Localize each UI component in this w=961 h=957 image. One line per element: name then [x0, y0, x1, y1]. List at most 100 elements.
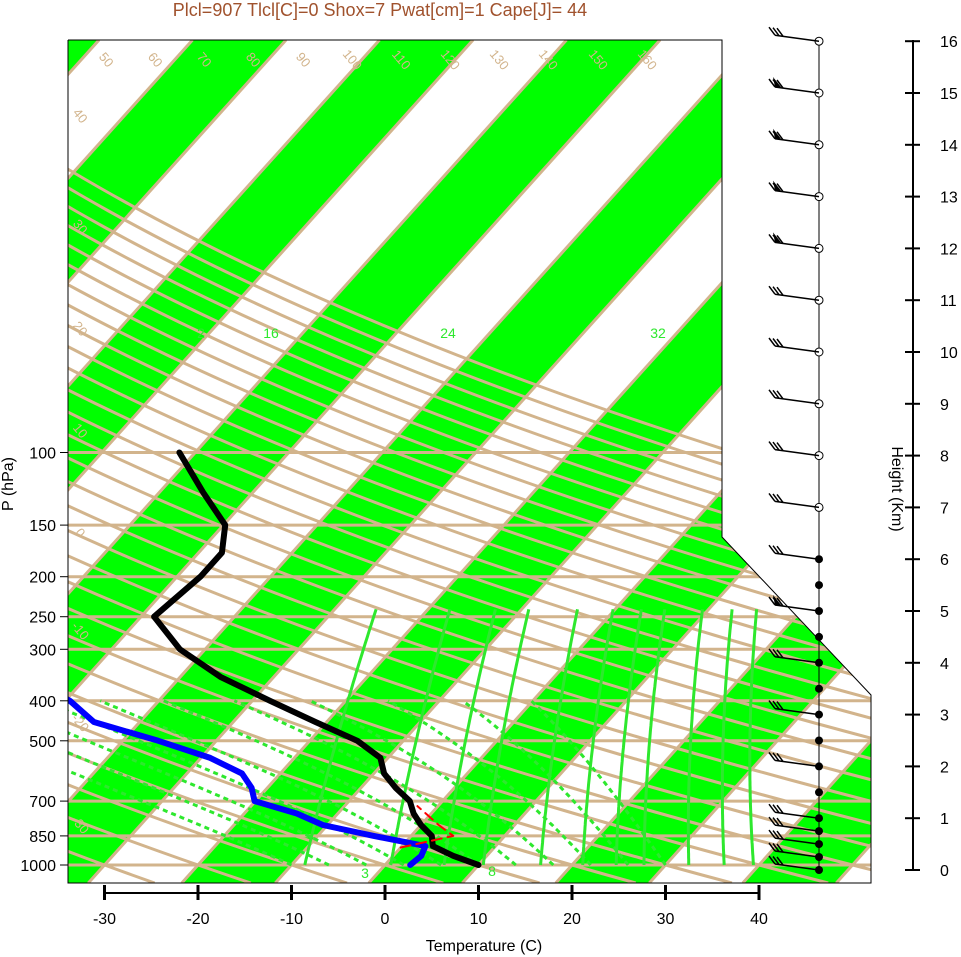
- wind-barb: [768, 803, 823, 823]
- moist-adiabat-label: 8: [488, 863, 496, 879]
- wind-barb-tick: [768, 816, 776, 826]
- height-tick-label: 0: [940, 863, 949, 880]
- x-tick-label: -20: [186, 911, 209, 928]
- wind-barb-dot: [815, 632, 823, 641]
- wind-barb-tick: [772, 752, 780, 762]
- mixing-ratio-line: [581, 609, 615, 866]
- wind-barb-tick: [772, 286, 780, 296]
- height-tick-label: 15: [940, 86, 958, 103]
- wind-barb-tick: [776, 338, 784, 348]
- height-tick-label: 7: [940, 500, 949, 517]
- height-tick-label: 4: [940, 656, 949, 673]
- wind-barb-tick: [776, 597, 784, 607]
- mixing-ratio-line: [539, 609, 579, 866]
- dewpoint-line: [68, 449, 429, 868]
- mixing-ratio-line: [720, 609, 734, 866]
- wind-barb-tick: [768, 751, 776, 761]
- isotherm-line: [274, 40, 871, 883]
- wind-barbs-column: [768, 26, 824, 874]
- wind-barb-flag: [773, 180, 781, 191]
- wind-barb-tick: [768, 337, 776, 347]
- wind-barb-tick: [776, 649, 784, 659]
- height-tick-label: 6: [940, 552, 949, 569]
- dry-adiabat-line: [68, 42, 540, 883]
- wind-barb-tick: [772, 234, 780, 244]
- height-tick-label: 9: [940, 397, 949, 414]
- moist-adiabat-line: [68, 699, 330, 867]
- mixing-ratio-label: 2: [197, 325, 205, 341]
- wind-barb-shaft: [774, 34, 820, 42]
- chart-title: Plcl=907 Tlcl[C]=0 Shox=7 Pwat[cm]=1 Cap…: [173, 0, 587, 20]
- wind-barb-tick: [776, 234, 784, 244]
- wind-barb-flag: [773, 128, 781, 139]
- wind-barb: [768, 128, 824, 150]
- dry-adiabat-line: [68, 42, 871, 883]
- x-tick-label: 30: [657, 911, 675, 928]
- wind-barb-tick: [772, 843, 780, 852]
- dry-adiabat-line: [68, 42, 871, 883]
- height-tick-label: 11: [940, 293, 957, 310]
- wind-barb-tick: [776, 843, 784, 853]
- y-tick-label: 500: [29, 734, 56, 751]
- wind-barb: [768, 595, 823, 615]
- wind-barb-tick: [776, 390, 784, 400]
- dry-adiabat-line: [68, 42, 871, 883]
- moist-adiabat-line: [233, 699, 517, 867]
- height-tick-label: 2: [940, 759, 949, 776]
- wind-barb-flag: [773, 77, 781, 87]
- wind-barb: [815, 736, 823, 745]
- wind-barb-tick: [776, 545, 784, 555]
- pressure-axis: 100 150 200 250 300 400 500 700 850 1000: [20, 446, 68, 875]
- isotherm-band: [68, 40, 473, 883]
- wind-barb-tick: [768, 803, 776, 813]
- dry-adiabat-line: [68, 42, 871, 883]
- wind-barb-tick: [776, 817, 784, 827]
- wind-barb-tick: [768, 130, 776, 140]
- moist-adiabat-label: 3: [361, 865, 369, 881]
- height-tick-label: 14: [940, 138, 958, 155]
- wind-barb-tick: [768, 700, 776, 710]
- plot-border: [67, 39, 872, 884]
- wind-barb-tick: [768, 855, 776, 865]
- y-tick-label: 250: [29, 610, 56, 627]
- wind-barb-tick: [768, 842, 776, 852]
- wind-barb-tick: [768, 544, 776, 554]
- parcel-path-line: [399, 805, 455, 849]
- y-tick-label: 400: [29, 694, 56, 711]
- wind-barb-flag: [773, 232, 781, 243]
- dry-adiabat-line: [68, 41, 871, 883]
- wind-barb-tick: [772, 700, 780, 710]
- wind-barb: [815, 684, 823, 693]
- y-tick-label: 1000: [20, 858, 56, 875]
- wind-barb-dot: [815, 581, 823, 590]
- wind-barb: [768, 492, 824, 512]
- wind-barb: [768, 544, 823, 564]
- x-tick-label: -10: [280, 911, 303, 928]
- dry-adiabat-line: [68, 41, 871, 883]
- wind-barb-dot: [815, 788, 823, 797]
- y-tick-label: 200: [29, 570, 56, 587]
- wind-barb: [768, 337, 824, 357]
- wind-barb: [768, 816, 823, 836]
- dry-adiabat-line: [68, 41, 871, 883]
- wind-barb-tick: [776, 183, 784, 193]
- wind-barb-tick: [768, 829, 776, 839]
- mixing-ratio-line: [481, 608, 531, 866]
- dry-adiabat-line: [68, 41, 871, 883]
- x-tick-label: 0: [381, 911, 390, 928]
- wind-barb-shaft: [774, 241, 820, 250]
- wind-barb-tick: [768, 648, 776, 658]
- wind-barb-shaft: [774, 552, 820, 560]
- mixing-ratio-label: 24: [440, 325, 456, 341]
- wind-barb-dot: [815, 684, 823, 693]
- moist-adiabat-line: [68, 699, 293, 867]
- wind-barb-tick: [776, 79, 784, 89]
- wind-barb-tick: [776, 804, 784, 814]
- wind-barb-tick: [772, 545, 780, 555]
- moist-adiabat-line: [461, 699, 630, 866]
- y-axis-label: P (hPa): [0, 457, 17, 511]
- wind-barb: [768, 700, 823, 719]
- wind-barb-tick: [772, 27, 780, 37]
- wind-barb: [815, 788, 823, 797]
- moist-adiabats: [68, 699, 667, 867]
